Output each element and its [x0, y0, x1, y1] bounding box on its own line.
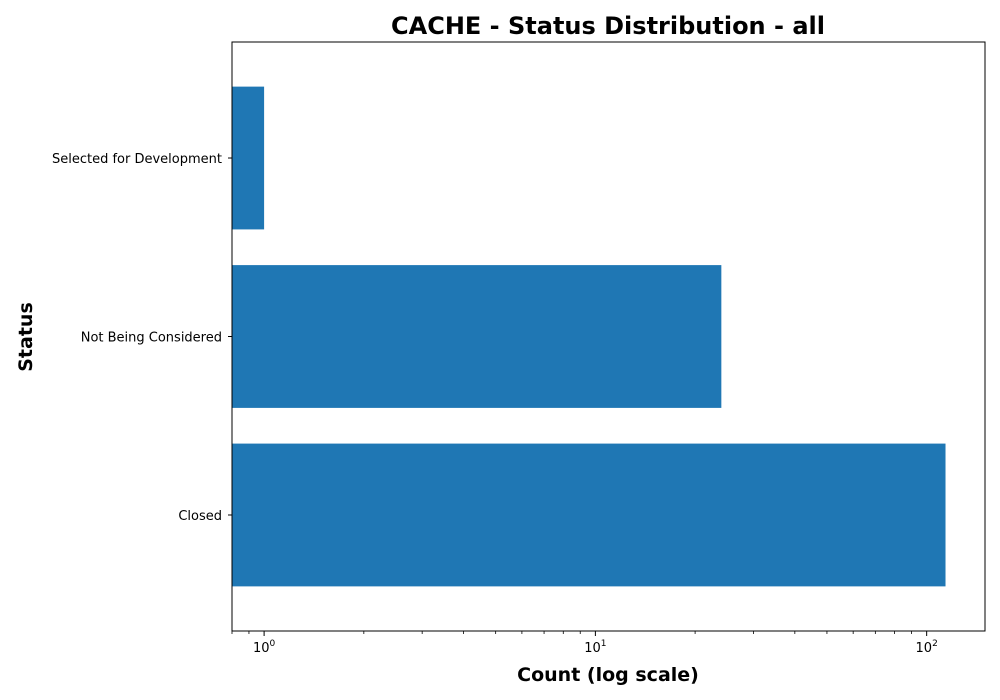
y-tick-label: Selected for Development — [52, 152, 222, 167]
bar — [232, 86, 265, 230]
x-tick-label: 102 — [916, 639, 938, 656]
x-tick-base: 10 — [253, 641, 270, 656]
bar — [232, 265, 722, 408]
x-tick-exponent: 0 — [270, 639, 276, 649]
y-ticks-group: Closed Not Being Considered Selected for D… — [52, 152, 232, 524]
x-tick-exponent: 2 — [932, 639, 938, 649]
bar — [232, 443, 946, 587]
x-tick-label: 101 — [584, 639, 606, 656]
x-ticks-group: 100 101 102 — [253, 631, 938, 656]
x-tick-label: 100 — [253, 639, 276, 656]
chart-title: CACHE - Status Distribution - all — [391, 12, 825, 40]
y-tick-label: Not Being Considered — [81, 331, 222, 346]
y-tick-label: Closed — [178, 509, 222, 524]
x-axis-label: Count (log scale) — [517, 664, 699, 686]
bars-group — [232, 86, 946, 587]
x-tick-exponent: 1 — [601, 639, 607, 649]
plot-frame — [231, 41, 986, 632]
y-axis-label: Status — [15, 302, 37, 372]
x-tick-base: 10 — [584, 641, 601, 656]
x-tick-base: 10 — [916, 641, 933, 656]
